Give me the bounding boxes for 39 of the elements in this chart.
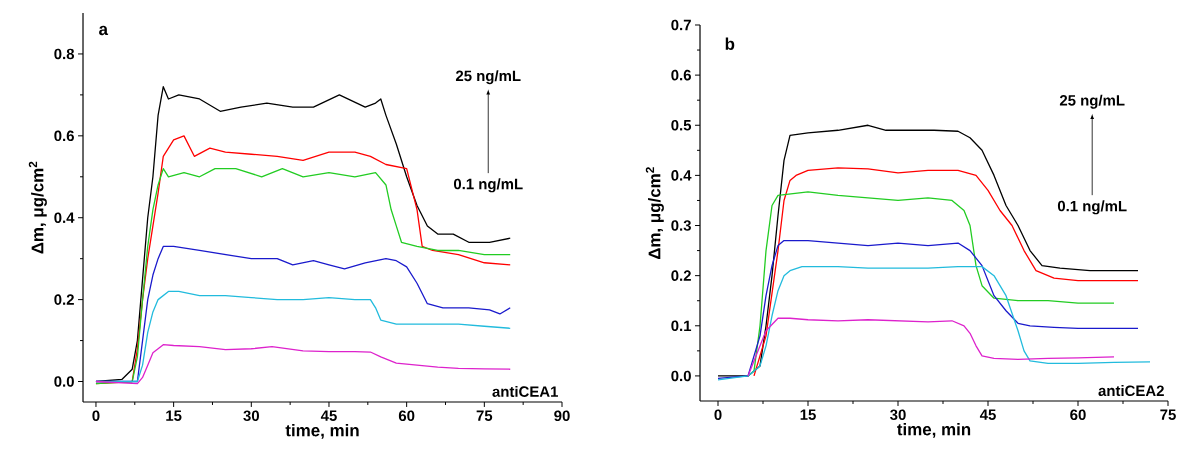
y-tick-label: 0.7: [671, 19, 691, 31]
annotation: a: [99, 25, 109, 36]
y-tick-label: 0.2: [671, 270, 691, 281]
y-axis-title: Δm, μg/cm$^{2}$: [645, 167, 664, 260]
y-tick-label: 0.0: [671, 370, 691, 382]
x-tick-label: 75: [1160, 409, 1176, 420]
y-tick-label: 0.3: [671, 220, 691, 231]
x-tick-label: 0: [92, 410, 100, 422]
annotation: 0.1 ng/mL: [453, 178, 523, 193]
annotation: 0.1 ng/mL: [1057, 200, 1127, 215]
x-tick-label: 75: [476, 410, 493, 421]
x-tick-label: 90: [554, 410, 570, 422]
y-tick-label: 0.0: [54, 376, 74, 387]
y-tick-label: 0.4: [54, 212, 75, 224]
x-tick-label: 45: [320, 410, 337, 421]
x-tick-label: 0: [714, 409, 722, 421]
x-tick-label: 30: [890, 409, 906, 421]
y-tick-label: 0.6: [54, 130, 74, 142]
annotation: antiCEA2: [1098, 385, 1164, 397]
annotation: antiCEA1: [492, 385, 558, 397]
x-tick-label: 60: [1070, 409, 1086, 421]
y-tick-label: 0.1: [671, 320, 692, 332]
annotation: 25 ng/mL: [1059, 94, 1125, 109]
x-tick-label: 30: [243, 410, 259, 422]
y-tick-label: 0.2: [54, 294, 74, 305]
x-axis-title: time, min: [897, 422, 971, 438]
x-tick-label: 15: [166, 410, 182, 421]
y-tick-label: 0.8: [54, 48, 75, 60]
y-tick-label: 0.4: [671, 170, 692, 181]
x-tick-label: 15: [800, 409, 816, 420]
y-axis-title: Δm, μg/cm$^{2}$: [28, 161, 47, 254]
annotation: b: [725, 37, 735, 50]
x-tick-label: 45: [979, 409, 996, 420]
annotation: 25 ng/mL: [455, 70, 521, 85]
y-tick-label: 0.5: [671, 119, 692, 131]
y-tick-label: 0.6: [671, 69, 691, 81]
line-series: [95, 344, 511, 385]
x-axis-title: time, min: [285, 423, 359, 439]
x-tick-label: 60: [398, 410, 415, 422]
